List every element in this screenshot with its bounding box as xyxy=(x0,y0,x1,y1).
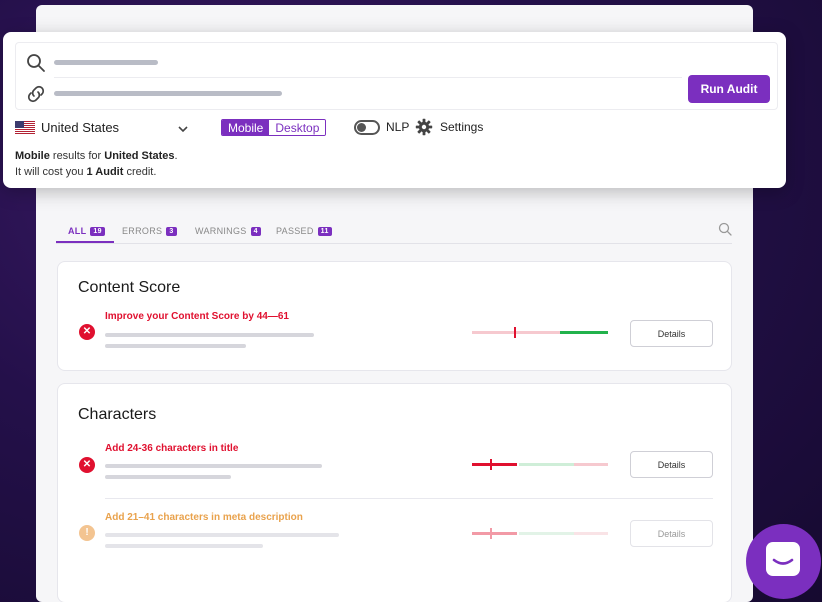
tab-passed[interactable]: PASSED 11 xyxy=(276,226,332,236)
text-placeholder xyxy=(105,544,263,548)
tab-warnings[interactable]: WARNINGS 4 xyxy=(195,226,261,236)
text-placeholder xyxy=(105,344,246,348)
country-select[interactable]: United States xyxy=(15,120,119,135)
error-icon: ✕ xyxy=(79,457,95,473)
search-icon xyxy=(27,54,45,72)
count-badge: 4 xyxy=(250,226,261,236)
length-meter xyxy=(472,459,608,470)
count-badge: 19 xyxy=(90,226,105,236)
chat-icon xyxy=(766,542,800,576)
error-icon: ✕ xyxy=(79,324,95,340)
audit-item-title: Add 24-36 characters in title xyxy=(105,443,239,454)
filter-tabs: ALL 19 ERRORS 3 WARNINGS 4 PASSED 11 xyxy=(56,222,732,244)
active-tab-indicator xyxy=(56,241,114,243)
device-desktop-option[interactable]: Desktop xyxy=(269,120,326,135)
audit-input-box: Run Audit xyxy=(15,42,778,110)
nlp-label: NLP xyxy=(386,120,410,134)
chevron-down-icon[interactable] xyxy=(177,123,189,135)
count-badge: 11 xyxy=(317,226,332,236)
text-placeholder xyxy=(105,333,314,337)
audit-note: Mobile results for United States. It wil… xyxy=(15,150,178,178)
card-title: Content Score xyxy=(78,279,181,296)
audit-item-title: Add 21–41 characters in meta description xyxy=(105,512,303,523)
run-audit-button[interactable]: Run Audit xyxy=(688,75,770,103)
audit-card: Run Audit United States Mobile Desktop N… xyxy=(3,32,786,188)
audit-item-title: Improve your Content Score by 44—61 xyxy=(105,311,289,322)
card-title: Characters xyxy=(78,406,157,423)
nlp-toggle[interactable] xyxy=(354,120,380,135)
us-flag-icon xyxy=(15,121,35,134)
characters-card: Characters ✕ Add 24-36 characters in tit… xyxy=(57,383,732,602)
link-icon xyxy=(27,85,45,103)
audit-credit-count: 1 Audit xyxy=(86,166,124,178)
chat-launcher-button[interactable] xyxy=(746,524,821,599)
text-placeholder xyxy=(105,475,231,479)
details-button[interactable]: Details xyxy=(630,320,713,347)
device-mobile-option[interactable]: Mobile xyxy=(222,120,270,135)
settings-link[interactable]: Settings xyxy=(440,120,484,134)
search-icon[interactable] xyxy=(718,222,732,236)
row-divider xyxy=(105,498,713,499)
score-meter xyxy=(472,327,608,338)
country-label: United States xyxy=(41,120,120,135)
tab-all[interactable]: ALL 19 xyxy=(68,226,105,236)
text-placeholder xyxy=(105,464,322,468)
count-badge: 3 xyxy=(166,226,177,236)
input-divider xyxy=(54,77,682,78)
note-device: Mobile xyxy=(15,150,50,162)
details-button[interactable]: Details xyxy=(630,520,713,547)
device-toggle: Mobile Desktop xyxy=(221,119,327,136)
url-input[interactable] xyxy=(54,91,282,96)
tab-errors[interactable]: ERRORS 3 xyxy=(122,226,177,236)
note-country: United States xyxy=(104,150,175,162)
text-placeholder xyxy=(105,533,339,537)
warning-icon: ! xyxy=(79,525,95,541)
length-meter xyxy=(472,528,608,539)
content-score-card: Content Score ✕ Improve your Content Sco… xyxy=(57,261,732,371)
details-button[interactable]: Details xyxy=(630,451,713,478)
keyword-input[interactable] xyxy=(54,60,158,65)
gear-icon[interactable] xyxy=(415,118,433,136)
